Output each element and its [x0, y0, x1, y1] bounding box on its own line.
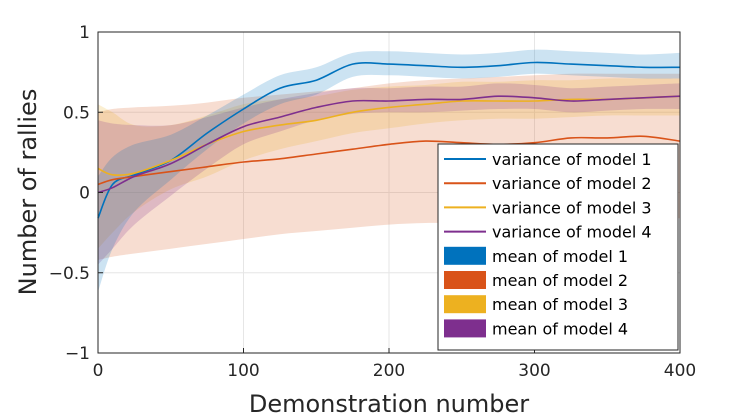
- band-model-3: [98, 78, 680, 249]
- series-line-model-4: [97, 95, 681, 194]
- legend-label: variance of model 3: [492, 198, 652, 217]
- x-axis-label: Demonstration number: [249, 390, 529, 418]
- y-tick-label: 0: [79, 184, 90, 204]
- legend-label: mean of model 4: [492, 319, 628, 338]
- band-model-1: [98, 49, 680, 292]
- legend: variance of model 1 variance of model 2 va…: [437, 143, 679, 351]
- y-tick-label: 1: [79, 23, 90, 43]
- x-tick-label: 400: [664, 361, 696, 381]
- x-tick-label: 100: [227, 361, 259, 381]
- legend-label: mean of model 2: [492, 271, 628, 290]
- series-line-model-3: [97, 95, 681, 177]
- x-tick-label: 300: [518, 361, 550, 381]
- series-lines: [97, 61, 681, 219]
- x-tick-label: 200: [373, 361, 405, 381]
- y-tick-label: −1: [65, 344, 90, 364]
- y-tick-label: 0.5: [63, 103, 90, 123]
- legend-label: variance of model 2: [492, 174, 652, 193]
- legend-patch-swatch: [444, 319, 486, 338]
- y-tick-label: −0.5: [49, 264, 90, 284]
- x-axis-ticks: 0 100 200 300 400: [93, 348, 696, 381]
- x-tick-label: 0: [93, 361, 104, 381]
- legend-patch-swatch: [444, 246, 486, 265]
- legend-patch-swatch: [444, 271, 486, 289]
- legend-label: variance of model 4: [492, 223, 652, 242]
- y-axis-label: Number of rallies: [14, 89, 42, 296]
- legend-label: mean of model 1: [492, 247, 628, 266]
- band-model-4: [98, 83, 680, 265]
- series-line-model-2: [97, 135, 681, 186]
- legend-label: mean of model 3: [492, 295, 628, 314]
- legend-patch-swatch: [444, 295, 486, 314]
- y-axis-ticks: −1 −0.5 0 0.5 1: [49, 23, 103, 364]
- legend-label: variance of model 1: [492, 150, 652, 169]
